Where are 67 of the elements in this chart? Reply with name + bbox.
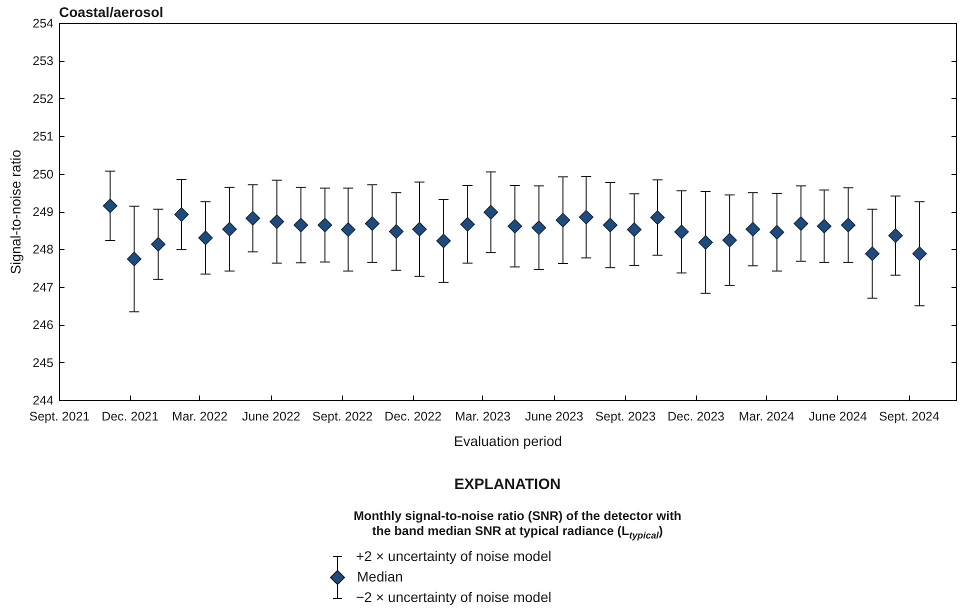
x-tick-label: Sept. 2021 (29, 410, 90, 424)
point (650, 210, 665, 225)
point (840, 218, 856, 232)
point (698, 235, 713, 250)
point (626, 222, 642, 237)
y-tick-label: 245 (32, 356, 54, 370)
x-tick-label: Mar. 2023 (455, 410, 511, 424)
y-tick-label: 250 (32, 167, 54, 182)
y-tick-label: 248 (32, 242, 54, 257)
x-tick-label: Sept. 2024 (878, 410, 940, 424)
point (912, 246, 927, 262)
point (770, 224, 784, 240)
x-tick-label: Mar. 2022 (172, 410, 228, 424)
y-tick-label: 254 (32, 16, 54, 30)
x-axis-title: Evaluation period (454, 433, 562, 449)
point (794, 216, 808, 231)
point (578, 210, 594, 224)
y-tick-label: 246 (32, 318, 54, 332)
y-tick-label: 244 (32, 394, 54, 408)
chart-title: Coastal/aerosol (59, 4, 164, 20)
point (674, 224, 689, 240)
point (198, 230, 213, 246)
point (888, 228, 903, 243)
x-tick-label: Mar. 2024 (738, 410, 794, 424)
x-tick-label: Dec. 2021 (102, 410, 159, 424)
point (270, 214, 284, 229)
point (460, 217, 475, 232)
point (412, 222, 427, 237)
point (556, 212, 570, 228)
x-tick-label: Sept. 2022 (312, 410, 373, 424)
point (602, 218, 618, 232)
point (318, 218, 332, 232)
point (294, 218, 308, 232)
x-tick-label: June 2023 (524, 410, 584, 424)
legend-label: Median (357, 568, 403, 584)
point (816, 218, 832, 234)
point (150, 237, 166, 252)
text: +2 × uncertainty of noise model (356, 548, 552, 565)
point (864, 246, 880, 262)
point (126, 252, 142, 266)
point (364, 216, 380, 231)
point (722, 232, 737, 248)
point (746, 222, 760, 237)
point (532, 220, 546, 236)
point (246, 210, 260, 226)
point (388, 224, 404, 239)
point (174, 207, 189, 222)
y-tick-label: 252 (32, 92, 54, 106)
text: −2 × uncertainty of noise model (356, 589, 552, 606)
x-tick-label: June 2024 (808, 410, 868, 424)
point (484, 204, 498, 220)
y-tick-label: 253 (32, 54, 54, 68)
legend-title: EXPLANATION (454, 476, 561, 494)
x-tick-label: Dec. 2022 (384, 410, 442, 424)
point (436, 234, 451, 248)
x-tick-label: June 2022 (242, 410, 300, 424)
point (508, 218, 522, 234)
point (340, 222, 356, 237)
x-tick-label: Sept. 2023 (595, 410, 656, 424)
y-axis-title: Signal-to-noise ratio (8, 150, 24, 274)
point (222, 222, 237, 237)
y-tick-label: 247 (32, 280, 54, 294)
text: Monthly signal-to-noise ratio (SNR) of the detector with the band median SNR at typical radiance (L$_{typical}$) (352, 509, 682, 540)
x-tick-label: Dec. 2023 (668, 410, 725, 424)
y-tick-label: 249 (32, 205, 54, 219)
point (102, 198, 118, 214)
y-tick-label: 251 (32, 130, 54, 144)
